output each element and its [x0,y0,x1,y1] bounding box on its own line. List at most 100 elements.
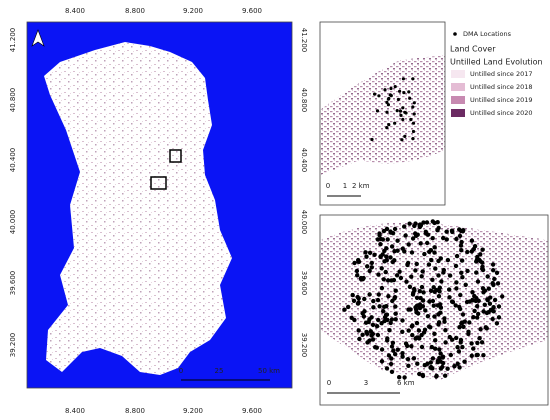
dma-dot [390,298,395,304]
dma-dot [436,320,442,325]
legend-heading: Land Cover [450,45,496,54]
dma-dot [385,126,389,130]
dma-dot [389,278,394,283]
dma-dot [385,110,389,114]
dma-dot [442,316,447,321]
dma-dot [454,253,460,259]
dma-dot [375,109,380,113]
dma-dot [477,257,482,263]
dma-dot [360,332,365,337]
dma-dot [354,268,360,274]
dma-dot [436,294,442,299]
dma-dot [469,353,474,358]
lon-label: 8.800 [125,407,145,415]
dma-dot [407,221,412,226]
dma-dot [375,332,381,338]
dma-dot [445,257,451,263]
dma-dot [449,228,455,233]
legend-item: Untilled since 2020 [470,109,533,117]
dma-dot [429,344,434,350]
dma-dot [404,279,409,284]
dma-dot [400,318,405,323]
dma-dot [356,300,361,305]
dma-dot [370,137,374,142]
dma-dot [413,221,418,226]
dma-dot [383,88,387,92]
dma-dot [382,259,387,264]
dma-dot [417,223,422,228]
dma-dot [410,332,415,338]
dma-dot [395,238,400,243]
dma-dot [469,341,474,346]
dma-dot [371,298,376,304]
dma-dot [406,242,411,247]
dma-dot [356,296,361,301]
scale-label: 25 [215,367,224,375]
dma-dot [426,262,432,267]
dma-dot [494,270,500,275]
dma-dot [432,245,437,250]
dma-dot [409,117,413,122]
dma-dot [471,346,476,351]
dma-dot [462,359,467,364]
dma-dot [491,268,496,273]
inset-top [320,22,445,205]
dma-dot [398,89,402,93]
dma-dot [414,261,419,267]
dma-dot [428,365,433,370]
dma-dot [431,285,436,290]
lat-label: 40.800 [9,88,17,113]
dma-dot [432,314,437,319]
dma-dot [458,292,463,298]
dma-dot [418,241,423,246]
dma-dot [418,295,423,301]
dma-dot [369,265,374,270]
dma-dot [381,228,387,234]
dma-dot [417,289,422,294]
dma-dot [377,231,382,236]
dma-dot [379,266,384,271]
dma-dot [386,97,390,101]
dma-dot [459,270,464,275]
dma-dot [421,330,427,335]
lat-label: 39.200 [300,333,308,358]
dma-dot [439,279,444,284]
dma-dot [420,372,425,378]
dma-dot [393,121,397,125]
dma-dot [377,304,382,309]
dma-dot [476,311,481,317]
dma-dot [471,315,476,320]
dma-dot [376,317,381,323]
dma-dot [472,293,477,299]
dma-dot [385,278,391,283]
dma-dot [373,92,377,96]
dma-dot [381,309,386,314]
dma-dot [398,275,404,281]
dma-dot [412,112,416,116]
dma-dot [486,286,491,291]
dma-dot [462,319,467,324]
dma-dot [365,264,370,269]
dma-dot [481,353,486,358]
lon-label: 8.400 [65,7,85,15]
scale-label: 0 [327,379,331,387]
inset-bottom [320,215,548,405]
dma-dot [379,359,385,364]
dma-dot [389,317,395,322]
dma-dot [472,308,477,314]
dma-dot [437,347,442,352]
dma-dot [393,85,397,89]
dma-dot [458,337,464,343]
dma-dot [413,336,418,341]
dma-dot [364,254,369,259]
dma-dot [375,297,381,303]
dma-dot [385,317,390,323]
dma-dot [463,282,468,287]
dma-dot [447,287,452,292]
lat-label: 39.200 [9,333,17,358]
dma-dot [378,242,383,247]
dma-dot [482,288,488,293]
dma-dot [388,93,392,97]
dma-dot [500,294,505,299]
dma-dot [401,117,405,122]
